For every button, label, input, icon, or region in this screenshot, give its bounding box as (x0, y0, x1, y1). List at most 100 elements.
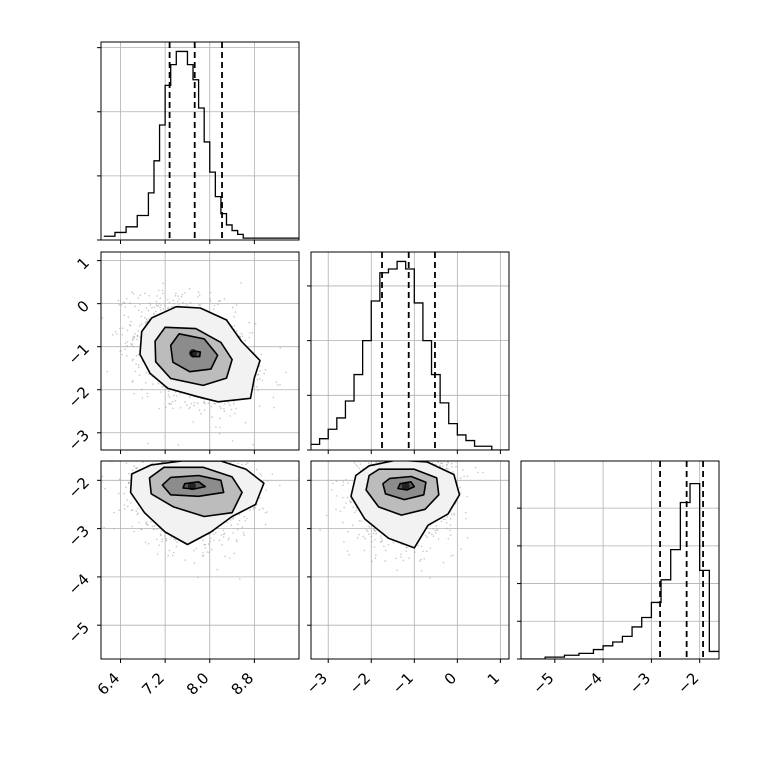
scatter-point (404, 444, 406, 446)
scatter-point (381, 452, 383, 454)
scatter-point (177, 300, 179, 303)
scatter-point (191, 445, 193, 447)
scatter-point (173, 438, 175, 440)
scatter-point (193, 444, 195, 446)
scatter-point (342, 521, 344, 524)
scatter-point (133, 392, 135, 395)
scatter-point (233, 403, 235, 405)
scatter-point (210, 405, 213, 408)
scatter-point (151, 525, 154, 528)
scatter-point (452, 471, 455, 473)
scatter-point (431, 459, 433, 461)
scatter-point (423, 416, 425, 418)
scatter-point (350, 501, 352, 503)
scatter-point (184, 452, 186, 454)
scatter-point (279, 484, 281, 487)
scatter-point (189, 445, 191, 447)
scatter-point (392, 455, 394, 457)
scatter-point (195, 547, 198, 550)
scatter-point (266, 511, 269, 513)
contour-line-level-2 (161, 474, 225, 498)
scatter-point (359, 463, 362, 465)
scatter-point (401, 414, 403, 416)
scatter-point (174, 391, 177, 393)
scatter-point (442, 443, 444, 445)
scatter-point (407, 448, 409, 450)
scatter-point (459, 477, 462, 480)
scatter-point (375, 554, 377, 556)
scatter-point (430, 437, 432, 439)
scatter-point (368, 462, 370, 464)
scatter-point (189, 451, 191, 453)
scatter-point (229, 415, 231, 417)
scatter-point (364, 456, 366, 458)
scatter-point (222, 454, 224, 456)
scatter-point (432, 444, 434, 446)
scatter-point (203, 543, 205, 546)
scatter-point (186, 421, 188, 423)
scatter-point (129, 302, 131, 304)
scatter-point (188, 453, 190, 455)
x-tick-label-p0: 8.8 (228, 669, 258, 699)
scatter-point (405, 550, 408, 552)
scatter-point (187, 436, 189, 438)
scatter-point (285, 371, 287, 374)
scatter-point (130, 502, 132, 504)
scatter-point (153, 528, 155, 530)
scatter-point (367, 447, 369, 449)
scatter-point (208, 458, 210, 460)
scatter-point (229, 404, 231, 407)
scatter-point (193, 402, 196, 404)
scatter-point (353, 461, 356, 464)
density-panel-p0-p1 (97, 251, 300, 454)
scatter-point (343, 541, 345, 543)
scatter-point (400, 556, 402, 558)
scatter-point (178, 455, 180, 457)
scatter-point (211, 416, 213, 418)
scatter-point (154, 435, 156, 437)
scatter-point (104, 437, 106, 439)
scatter-point (136, 513, 138, 516)
scatter-point (391, 447, 393, 449)
scatter-point (232, 517, 235, 519)
scatter-point (271, 473, 274, 476)
scatter-point (375, 532, 378, 535)
scatter-point (128, 324, 131, 326)
scatter-point (139, 452, 141, 454)
scatter-point (389, 458, 391, 460)
scatter-point (172, 451, 174, 453)
scatter-point (435, 453, 437, 455)
scatter-point (421, 455, 423, 457)
scatter-point (459, 492, 462, 494)
scatter-point (217, 440, 219, 442)
scatter-point (231, 440, 234, 442)
scatter-point (204, 430, 206, 432)
scatter-point (125, 462, 128, 465)
scatter-point (450, 436, 452, 438)
scatter-point (456, 456, 458, 458)
scatter-point (402, 454, 404, 456)
scatter-point (423, 447, 425, 449)
scatter-point (186, 304, 188, 306)
scatter-point (410, 455, 412, 457)
scatter-point (137, 330, 139, 332)
scatter-point (355, 507, 358, 509)
histogram-panel-p0 (97, 41, 300, 244)
scatter-point (436, 528, 438, 530)
scatter-point (415, 455, 417, 457)
scatter-point (147, 442, 149, 445)
scatter-point (401, 445, 403, 447)
scatter-point (134, 370, 137, 373)
scatter-point (416, 451, 418, 453)
scatter-point (170, 434, 172, 436)
scatter-point (185, 448, 187, 450)
scatter-point (214, 455, 216, 457)
scatter-point (260, 474, 263, 477)
scatter-point (147, 309, 150, 312)
scatter-point (144, 446, 146, 448)
scatter-point (279, 347, 282, 349)
scatter-point (157, 383, 160, 385)
scatter-point (202, 552, 204, 554)
scatter-point (418, 437, 420, 439)
scatter-point (198, 304, 200, 306)
